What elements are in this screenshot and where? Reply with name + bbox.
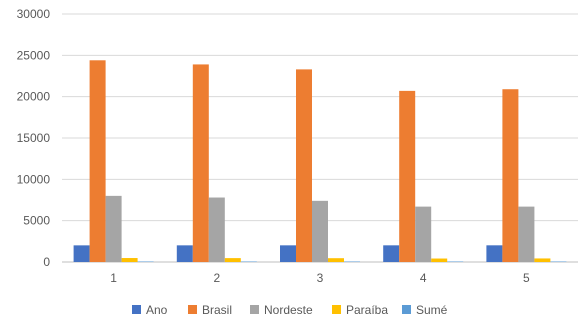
- bar-sumé-3: [344, 261, 360, 262]
- bar-paraíba-1: [121, 258, 138, 262]
- legend-item-brasil: Brasil: [188, 303, 232, 317]
- bar-sumé-2: [240, 261, 257, 262]
- bar-nordeste-4: [415, 206, 432, 262]
- bar-brasil-5: [502, 89, 519, 262]
- legend-label: Ano: [146, 303, 168, 317]
- legend-swatch: [250, 305, 259, 314]
- legend-item-paraíba: Paraíba: [332, 303, 388, 317]
- x-tick-label: 2: [213, 271, 220, 285]
- bar-ano-2: [176, 245, 193, 262]
- y-tick-label: 30000: [17, 7, 51, 21]
- bar-brasil-4: [399, 90, 416, 262]
- bar-ano-5: [486, 245, 503, 262]
- x-tick-label: 5: [523, 271, 530, 285]
- legend-label: Sumé: [416, 303, 448, 317]
- bar-ano-4: [383, 245, 400, 262]
- bar-brasil-3: [296, 69, 312, 263]
- bar-nordeste-3: [312, 200, 328, 262]
- legend-swatch: [332, 305, 341, 314]
- bar-sumé-4: [447, 261, 464, 262]
- y-axis-ticks: 0 5000 10000 15000 20000 25000 30000: [17, 7, 51, 269]
- bar-sumé-1: [137, 261, 154, 262]
- x-tick-label: 3: [317, 271, 324, 285]
- y-tick-label: 25000: [17, 48, 51, 62]
- bar-brasil-1: [89, 60, 106, 262]
- y-tick-label: 5000: [23, 214, 50, 228]
- bar-paraíba-3: [328, 258, 344, 262]
- legend-swatch: [132, 305, 141, 314]
- y-tick-label: 0: [43, 255, 50, 269]
- legend-item-ano: Ano: [132, 303, 168, 317]
- x-tick-label: 4: [420, 271, 427, 285]
- bar-paraíba-2: [224, 258, 241, 262]
- bar-nordeste-1: [105, 195, 122, 262]
- bar-brasil-2: [192, 64, 209, 262]
- x-axis-ticks: 1 2 3 4 5: [110, 271, 530, 285]
- legend: Ano Brasil Nordeste Paraíba Sumé: [132, 303, 448, 317]
- y-tick-label: 15000: [17, 131, 51, 145]
- bar-nordeste-5: [518, 206, 535, 262]
- bar-sumé-5: [550, 261, 567, 262]
- bar-paraíba-4: [431, 258, 448, 262]
- x-tick-label: 1: [110, 271, 117, 285]
- bar-paraíba-5: [534, 258, 551, 262]
- legend-item-sumé: Sumé: [402, 303, 448, 317]
- legend-label: Brasil: [202, 303, 232, 317]
- gridlines: [62, 13, 578, 263]
- legend-label: Nordeste: [264, 303, 313, 317]
- legend-swatch: [188, 305, 197, 314]
- bar-ano-1: [73, 245, 90, 262]
- bars: [73, 60, 567, 263]
- legend-label: Paraíba: [346, 303, 388, 317]
- legend-swatch: [402, 305, 411, 314]
- bar-nordeste-2: [208, 197, 225, 262]
- y-tick-label: 10000: [17, 172, 51, 186]
- bar-ano-3: [280, 245, 296, 262]
- legend-item-nordeste: Nordeste: [250, 303, 313, 317]
- y-tick-label: 20000: [17, 90, 51, 104]
